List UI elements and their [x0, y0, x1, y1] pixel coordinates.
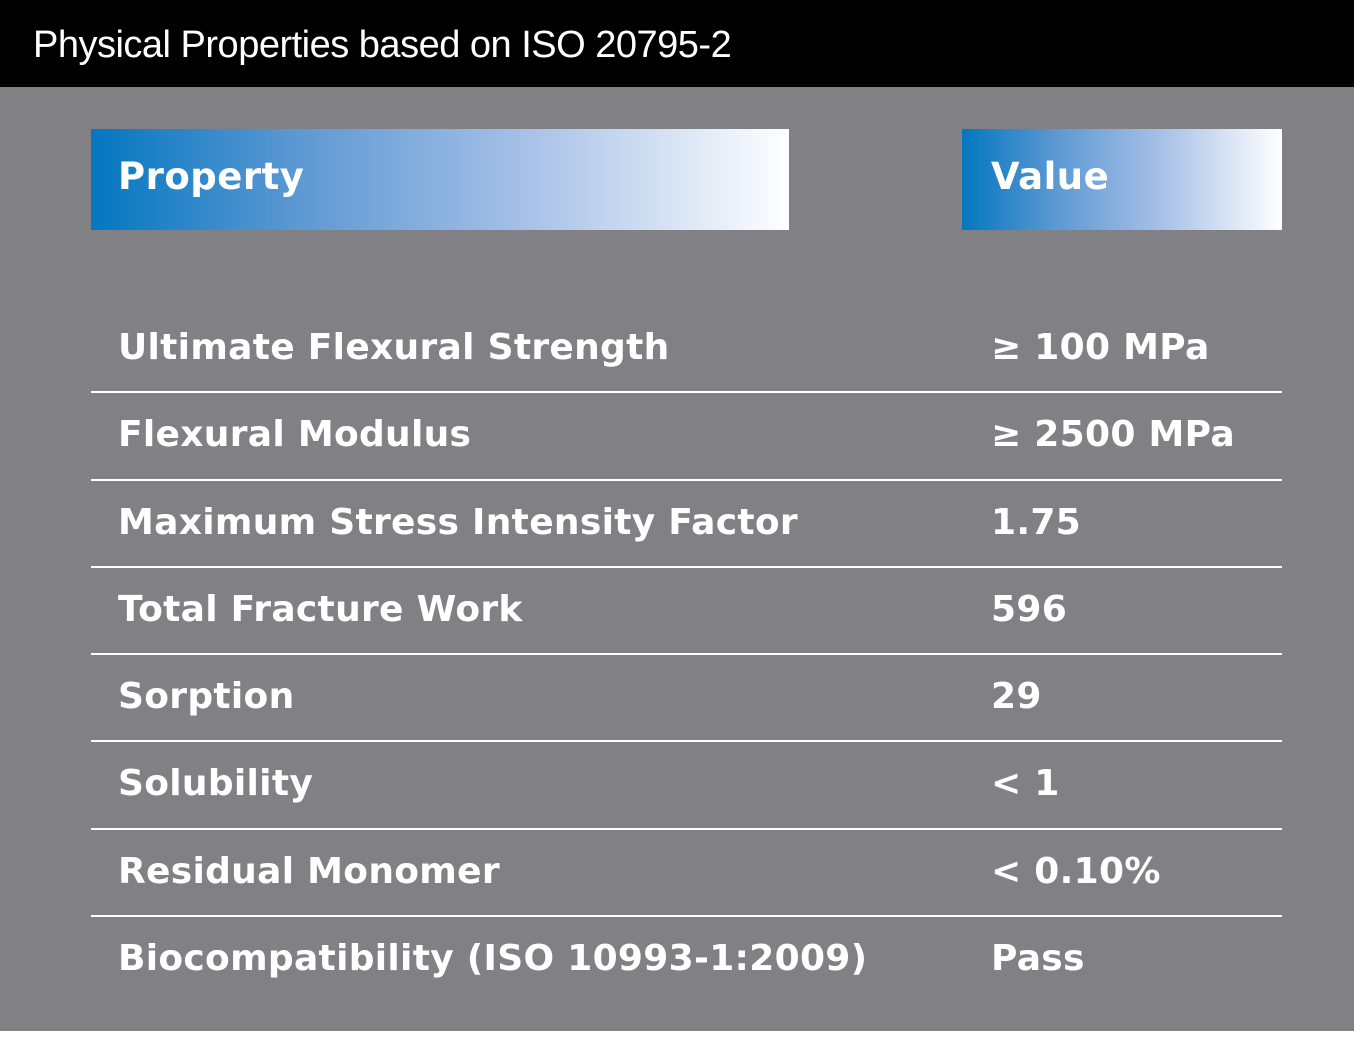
- table-body: Ultimate Flexural Strength ≥ 100 MPa Fle…: [91, 306, 1282, 1004]
- table-row: Maximum Stress Intensity Factor 1.75: [91, 481, 1282, 568]
- table-row: Solubility < 1: [91, 742, 1282, 830]
- properties-table-panel: Property Value Ultimate Flexural Strengt…: [0, 87, 1354, 1031]
- property-cell: Solubility: [118, 763, 314, 805]
- property-cell: Total Fracture Work: [118, 588, 523, 630]
- title-bar: Physical Properties based on ISO 20795-2: [0, 0, 1354, 87]
- column-header-value-label: Value: [991, 155, 1110, 198]
- table-row: Ultimate Flexural Strength ≥ 100 MPa: [91, 306, 1282, 394]
- property-cell: Biocompatibility (ISO 10993-1:2009): [118, 938, 868, 980]
- value-cell: 29: [991, 676, 1042, 718]
- table-row: Sorption 29: [91, 655, 1282, 743]
- value-cell: ≥ 100 MPa: [991, 327, 1210, 368]
- table-row: Flexural Modulus ≥ 2500 MPa: [91, 393, 1282, 481]
- value-cell: 596: [991, 588, 1068, 630]
- table-row: Total Fracture Work 596: [91, 568, 1282, 656]
- value-cell: < 1: [991, 763, 1060, 805]
- value-cell: < 0.10%: [991, 850, 1161, 892]
- property-cell: Residual Monomer: [118, 850, 500, 892]
- property-cell: Flexural Modulus: [118, 414, 472, 456]
- page-title: Physical Properties based on ISO 20795-2: [33, 24, 732, 66]
- value-cell: 1.75: [991, 501, 1082, 543]
- table-row: Residual Monomer < 0.10%: [91, 830, 1282, 918]
- property-cell: Sorption: [118, 676, 295, 718]
- property-cell: Ultimate Flexural Strength: [118, 327, 670, 368]
- value-cell: ≥ 2500 MPa: [991, 414, 1235, 456]
- column-header-property-label: Property: [118, 155, 305, 198]
- property-cell: Maximum Stress Intensity Factor: [118, 501, 798, 543]
- column-header-property: Property: [91, 129, 789, 230]
- column-header-value: Value: [962, 129, 1282, 230]
- table-row: Biocompatibility (ISO 10993-1:2009) Pass: [91, 917, 1282, 1004]
- value-cell: Pass: [991, 938, 1085, 980]
